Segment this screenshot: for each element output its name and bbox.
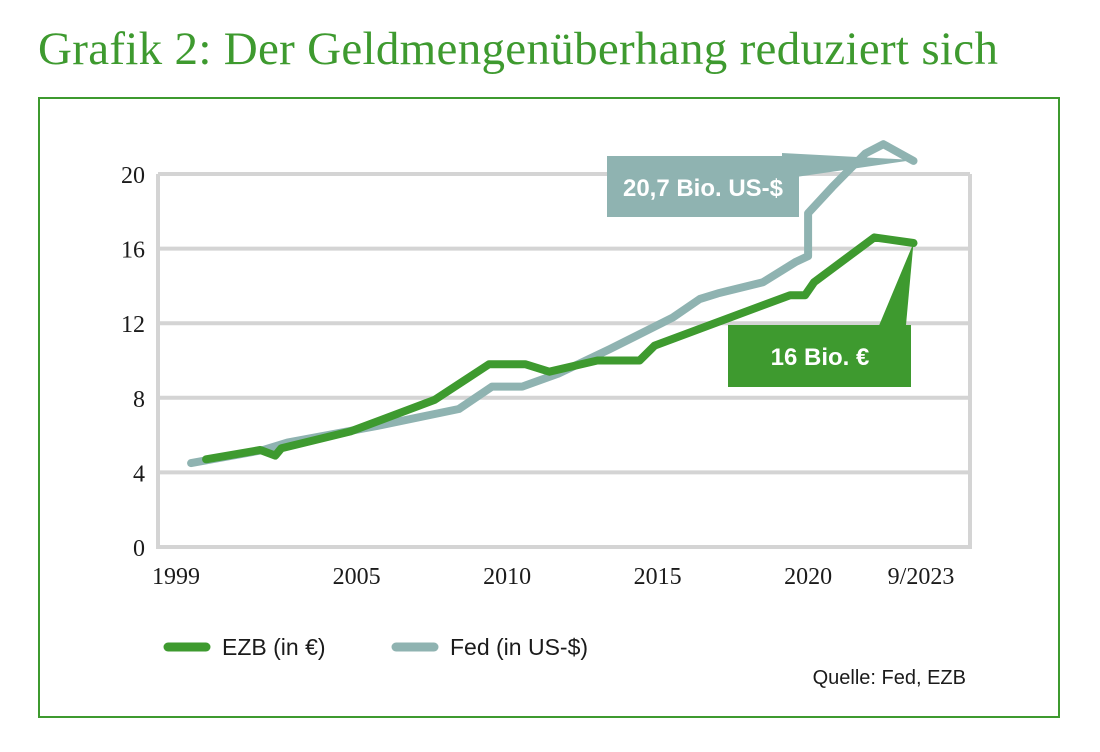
ezb-series-line xyxy=(202,233,918,464)
fed-series-line xyxy=(187,140,918,468)
ezb-callout-label: 16 Bio. € xyxy=(771,344,870,371)
chart-frame xyxy=(38,97,1060,718)
y-tick-label: 20 xyxy=(121,163,145,189)
legend-label: EZB (in €) xyxy=(222,634,326,660)
x-tick-label: 2020 xyxy=(784,564,832,590)
x-tick-label: 9/2023 xyxy=(888,564,955,590)
y-tick-label: 4 xyxy=(133,461,145,487)
x-tick-label: 2015 xyxy=(634,564,682,590)
y-tick-label: 0 xyxy=(133,536,145,562)
y-tick-label: 12 xyxy=(121,312,145,338)
y-tick-label: 16 xyxy=(121,238,145,264)
x-tick-label: 2010 xyxy=(483,564,531,590)
x-tick-label: 2005 xyxy=(333,564,381,590)
fed-callout-pointer xyxy=(782,152,914,179)
y-tick-label: 8 xyxy=(133,387,145,413)
chart-title: Grafik 2: Der Geldmengenüberhang reduzie… xyxy=(38,23,999,75)
fed-callout-box xyxy=(607,156,799,217)
fed-callout-label: 20,7 Bio. US-$ xyxy=(623,175,784,202)
ezb-callout-box xyxy=(728,325,911,387)
ezb-callout-pointer xyxy=(878,243,914,336)
x-tick-label: 1999 xyxy=(152,564,200,590)
legend-label: Fed (in US-$) xyxy=(450,634,588,660)
source-note: Quelle: Fed, EZB xyxy=(813,667,966,689)
